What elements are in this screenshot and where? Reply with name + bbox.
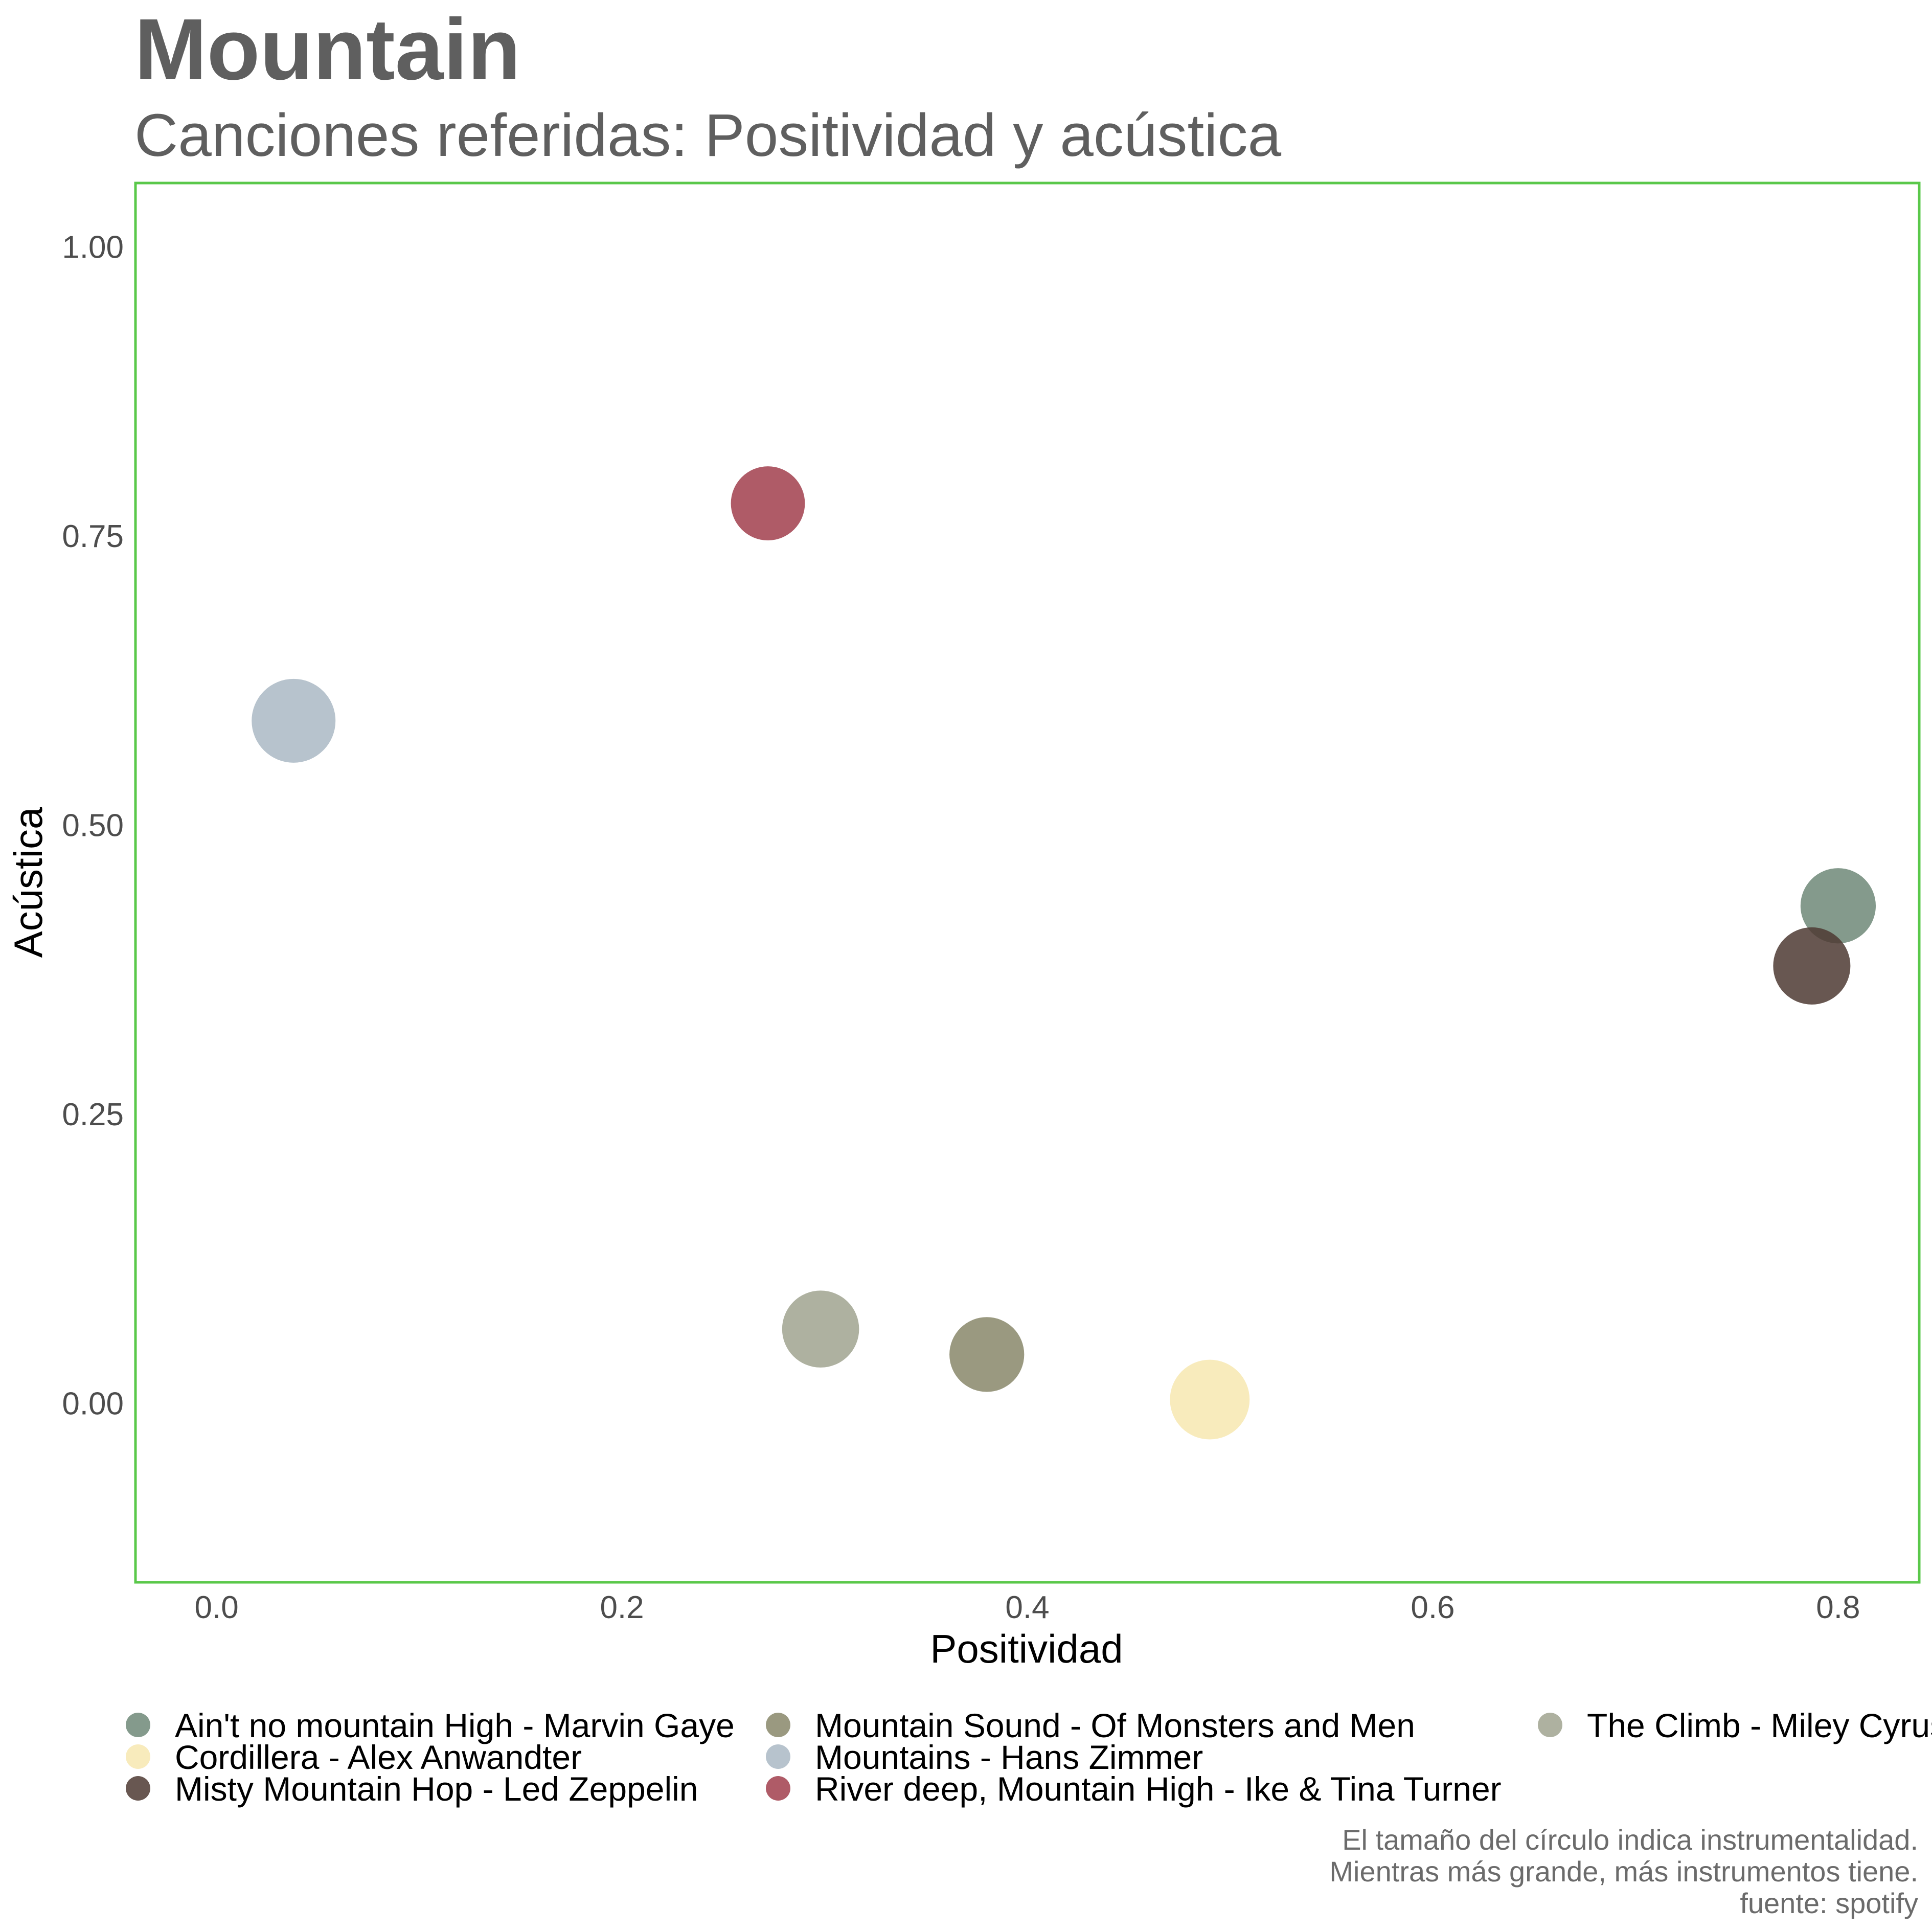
chart-subtitle: Canciones referidas: Positividad y acúst… — [134, 102, 1281, 169]
data-point — [731, 466, 805, 540]
caption-line: Mientras más grande, más instrumentos ti… — [1329, 1855, 1918, 1888]
legend-label: River deep, Mountain High - Ike & Tina T… — [815, 1770, 1502, 1808]
legend-key — [766, 1744, 790, 1769]
y-tick-label: 0.00 — [62, 1386, 124, 1421]
plot-panel-border — [134, 181, 1921, 1584]
data-points — [252, 466, 1876, 1440]
x-tick-label: 0.8 — [1816, 1590, 1860, 1625]
caption-line: El tamaño del círculo indica instrumenta… — [1342, 1824, 1918, 1856]
data-point — [949, 1317, 1025, 1392]
x-tick-label: 0.2 — [600, 1590, 644, 1625]
x-tick-label: 0.4 — [1005, 1590, 1049, 1625]
caption-line: fuente: spotify — [1740, 1887, 1918, 1919]
data-point — [252, 678, 336, 763]
legend-key — [126, 1776, 150, 1801]
x-axis-title: Positividad — [930, 1626, 1123, 1671]
legend-key — [126, 1713, 150, 1737]
y-tick-label: 0.75 — [62, 519, 124, 554]
data-point — [1773, 927, 1851, 1005]
legend-label: The Climb - Miley Cyrus — [1587, 1707, 1932, 1744]
x-tick-label: 0.6 — [1411, 1590, 1454, 1625]
legend-label: Mountains - Hans Zimmer — [815, 1738, 1203, 1776]
legend-key — [766, 1713, 790, 1737]
legend-key — [766, 1776, 790, 1801]
x-tick-label: 0.0 — [194, 1590, 238, 1625]
caption: El tamaño del círculo indica instrumenta… — [1329, 1824, 1918, 1919]
data-point — [782, 1290, 859, 1368]
legend-label: Ain't no mountain High - Marvin Gaye — [175, 1707, 735, 1744]
legend: Ain't no mountain High - Marvin GayeCord… — [126, 1707, 1932, 1808]
data-point — [1170, 1359, 1250, 1440]
legend-label: Cordillera - Alex Anwandter — [175, 1738, 582, 1776]
data-point — [1800, 868, 1876, 944]
legend-key — [126, 1744, 150, 1769]
y-tick-label: 1.00 — [62, 230, 124, 265]
legend-key — [1538, 1713, 1562, 1737]
chart-title: Mountain — [134, 1, 520, 98]
x-axis-ticks: 0.0 0.2 0.4 0.6 0.8 — [194, 1590, 1860, 1625]
y-axis-ticks: 0.00 0.25 0.50 0.75 1.00 — [62, 230, 124, 1421]
y-tick-label: 0.25 — [62, 1097, 124, 1132]
legend-label: Misty Mountain Hop - Led Zeppelin — [175, 1770, 698, 1808]
legend-label: Mountain Sound - Of Monsters and Men — [815, 1707, 1415, 1744]
y-axis-title: Acústica — [6, 807, 51, 958]
y-tick-label: 0.50 — [62, 808, 124, 843]
